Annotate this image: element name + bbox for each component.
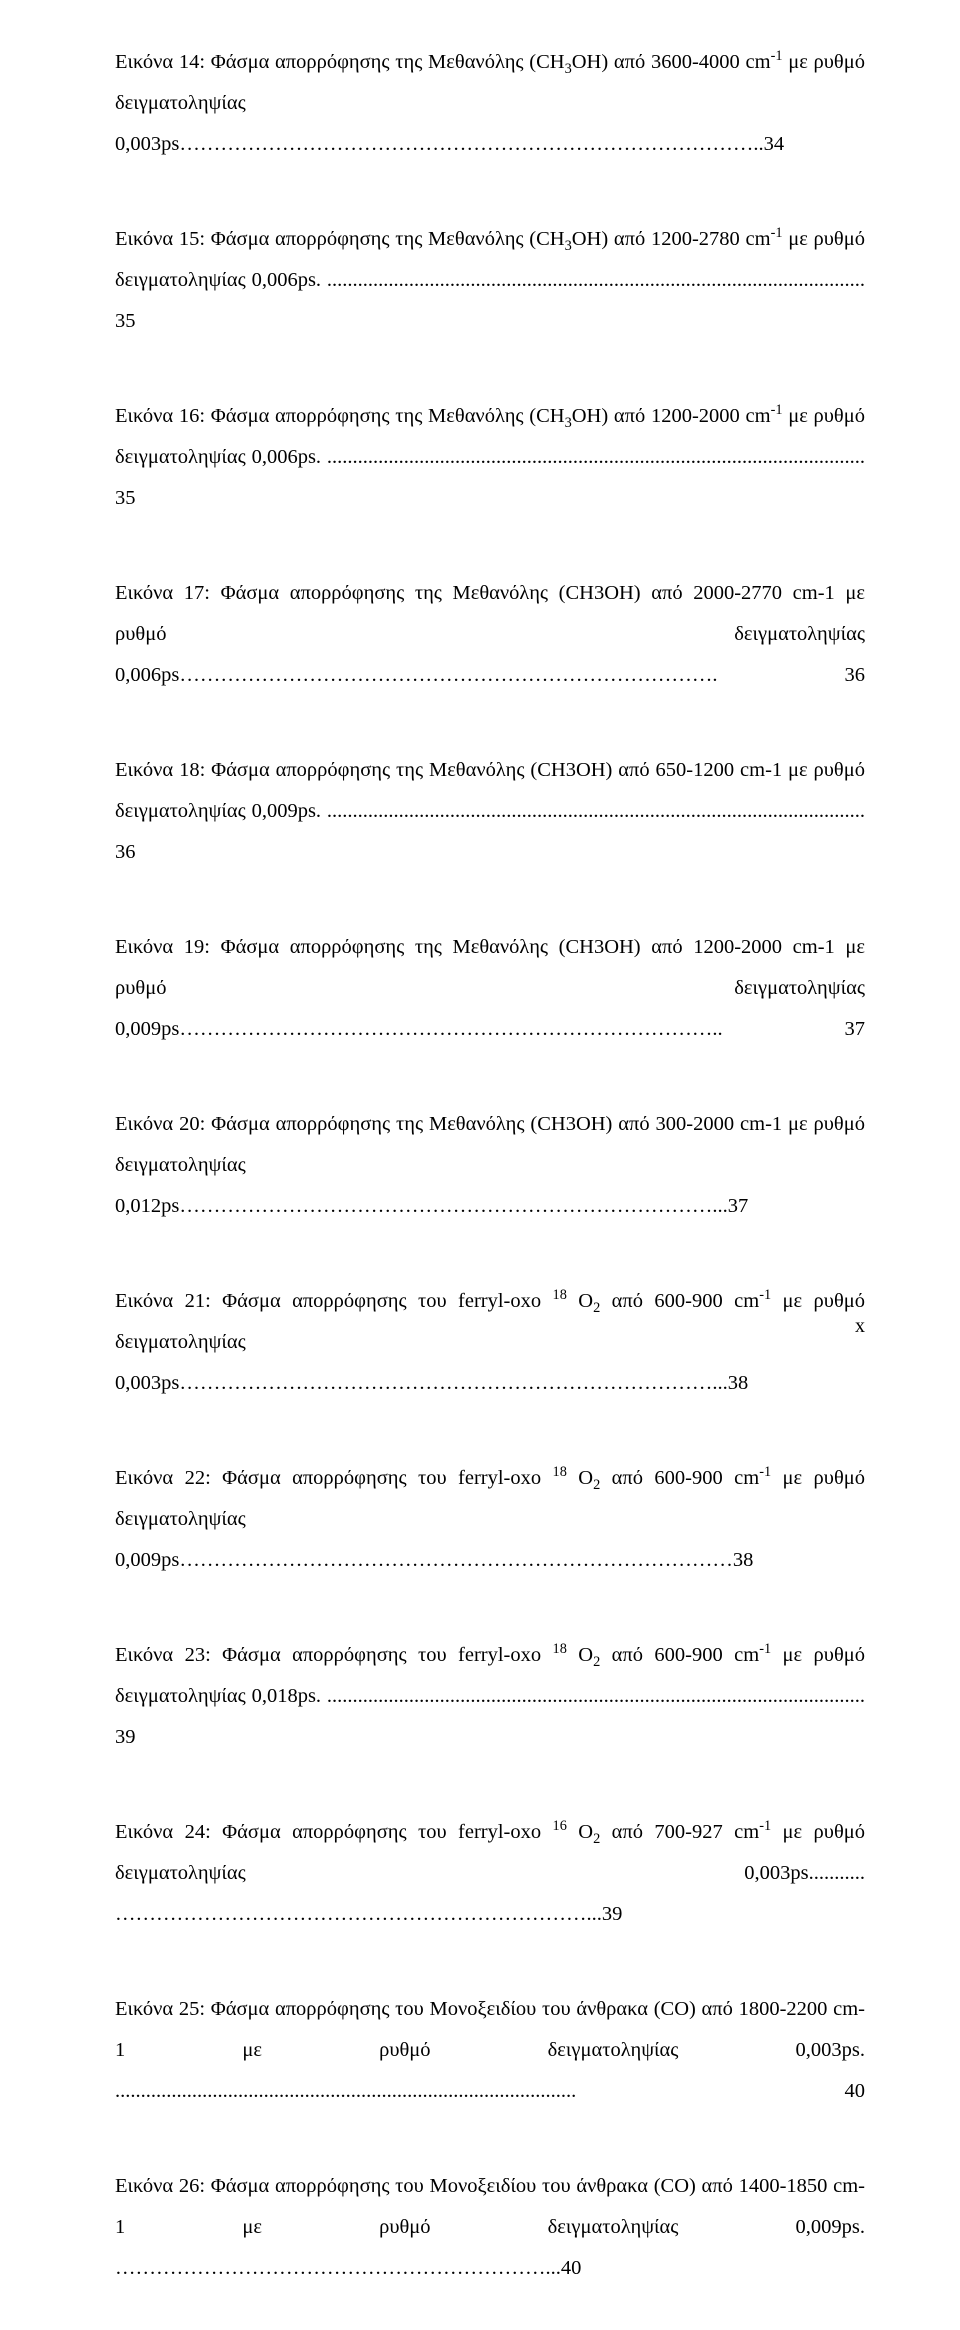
entry-text: OH) από 3600-4000 cm [572, 51, 771, 73]
subscript: 3 [565, 61, 572, 77]
entry-text: Εικόνα 25: Φάσμα απορρόφησης του Μονοξει… [115, 1998, 865, 2102]
superscript: -1 [759, 1641, 771, 1657]
entry-text: Εικόνα 26: Φάσμα απορρόφησης του Μονοξει… [115, 2175, 865, 2279]
lof-entry: Εικόνα 15: Φάσμα απορρόφησης της Μεθανόλ… [115, 219, 865, 383]
superscript: -1 [771, 48, 783, 64]
lof-entry: Εικόνα 24: Φάσμα απορρόφησης του ferryl-… [115, 1812, 865, 1976]
entry-text: Εικόνα 21: Φάσμα απορρόφησης του ferryl-… [115, 1290, 553, 1312]
superscript: 18 [553, 1641, 567, 1657]
lof-entry: Εικόνα 18: Φάσμα απορρόφησης της Μεθανόλ… [115, 750, 865, 914]
lof-entry: Εικόνα 26: Φάσμα απορρόφησης του Μονοξει… [115, 2166, 865, 2330]
lof-entry: Εικόνα 16: Φάσμα απορρόφησης της Μεθανόλ… [115, 396, 865, 560]
superscript: 18 [553, 1464, 567, 1480]
superscript: -1 [759, 1464, 771, 1480]
superscript: -1 [771, 402, 783, 418]
entry-text: Εικόνα 23: Φάσμα απορρόφησης του ferryl-… [115, 1644, 553, 1666]
entry-text: Εικόνα 14: Φάσμα απορρόφησης της Μεθανόλ… [115, 51, 565, 73]
entry-text: Εικόνα 15: Φάσμα απορρόφησης της Μεθανόλ… [115, 228, 565, 250]
entry-text: O [567, 1644, 593, 1666]
entry-text: Εικόνα 16: Φάσμα απορρόφησης της Μεθανόλ… [115, 405, 565, 427]
document-page: Εικόνα 14: Φάσμα απορρόφησης της Μεθανόλ… [0, 0, 960, 1366]
entry-text: Εικόνα 18: Φάσμα απορρόφησης της Μεθανόλ… [115, 759, 865, 863]
subscript: 2 [593, 1654, 600, 1670]
entry-text: Εικόνα 24: Φάσμα απορρόφησης του ferryl-… [115, 1821, 553, 1843]
entry-text: Εικόνα 20: Φάσμα απορρόφησης της Μεθανόλ… [115, 1113, 865, 1217]
subscript: 2 [593, 1477, 600, 1493]
superscript: 16 [553, 1818, 567, 1834]
subscript: 3 [565, 238, 572, 254]
entry-text: O [567, 1290, 593, 1312]
lof-entry: Εικόνα 22: Φάσμα απορρόφησης του ferryl-… [115, 1458, 865, 1622]
lof-entry: Εικόνα 25: Φάσμα απορρόφησης του Μονοξει… [115, 1989, 865, 2153]
entry-text: Εικόνα 22: Φάσμα απορρόφησης του ferryl-… [115, 1467, 553, 1489]
entry-text: από 600-900 cm [600, 1290, 759, 1312]
entry-text: OH) από 1200-2000 cm [572, 405, 771, 427]
lof-entry: Εικόνα 23: Φάσμα απορρόφησης του ferryl-… [115, 1635, 865, 1799]
page-number: x [855, 1315, 865, 1338]
entry-text: Εικόνα 17: Φάσμα απορρόφησης της Μεθανόλ… [115, 582, 865, 686]
lof-entry: Εικόνα 14: Φάσμα απορρόφησης της Μεθανόλ… [115, 42, 865, 206]
superscript: -1 [759, 1818, 771, 1834]
entry-text: Εικόνα 19: Φάσμα απορρόφησης της Μεθανόλ… [115, 936, 865, 1040]
lof-entry: Εικόνα 21: Φάσμα απορρόφησης του ferryl-… [115, 1281, 865, 1445]
entry-text: O [567, 1821, 593, 1843]
superscript: -1 [771, 225, 783, 241]
superscript: -1 [759, 1287, 771, 1303]
lof-entry: Εικόνα 19: Φάσμα απορρόφησης της Μεθανόλ… [115, 927, 865, 1091]
superscript: 18 [553, 1287, 567, 1303]
entry-text: από 600-900 cm [600, 1467, 759, 1489]
entry-text: από 700-927 cm [600, 1821, 759, 1843]
lof-entry: Εικόνα 17: Φάσμα απορρόφησης της Μεθανόλ… [115, 573, 865, 737]
lof-entry: Εικόνα 20: Φάσμα απορρόφησης της Μεθανόλ… [115, 1104, 865, 1268]
entry-text: από 600-900 cm [600, 1644, 759, 1666]
subscript: 3 [565, 415, 572, 431]
subscript: 2 [593, 1831, 600, 1847]
entry-text: O [567, 1467, 593, 1489]
entry-text: OH) από 1200-2780 cm [572, 228, 771, 250]
